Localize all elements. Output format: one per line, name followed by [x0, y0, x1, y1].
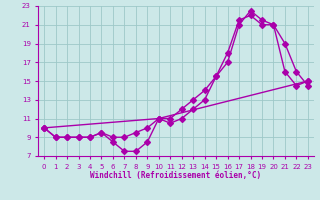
X-axis label: Windchill (Refroidissement éolien,°C): Windchill (Refroidissement éolien,°C): [91, 171, 261, 180]
